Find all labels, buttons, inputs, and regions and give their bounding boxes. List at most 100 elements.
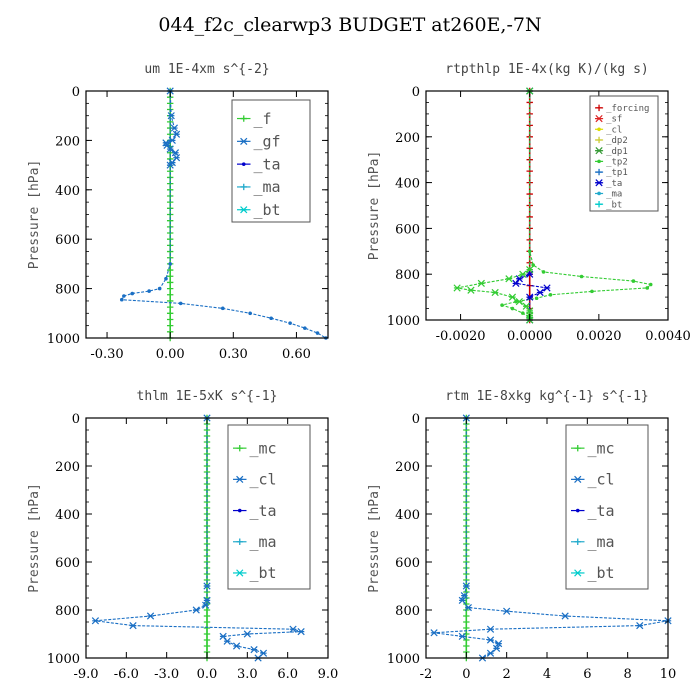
y-tick-label: 0 [412,412,420,427]
data-point [541,270,546,274]
data-point [515,298,523,306]
x-tick-label: 3.0 [237,667,258,682]
x-tick-label: -3.0 [154,667,179,682]
data-point [203,582,211,590]
legend-label: _ma [254,178,281,196]
panel-1: um 1E-4xm s^{-2} Pressure [hPa] 0 200 400 600… [27,62,329,362]
data-point [494,639,503,648]
data-point [166,322,174,329]
data-point [122,294,126,298]
data-point [595,104,603,112]
x-tick-label: -2 [420,667,433,682]
x-tick-label: 6.0 [277,667,298,682]
data-point [595,136,603,144]
legend-label: _ta [254,155,281,173]
data-point [236,475,244,483]
y-tick-label: 0 [72,412,80,427]
y-tick-label: 400 [55,508,80,523]
y-axis-label: Pressure [hPa] [367,483,382,593]
data-point [536,288,544,297]
data-point [574,444,581,452]
data-point [597,159,601,164]
data-point [157,286,162,291]
data-point [505,275,513,283]
series-line [500,91,652,320]
y-tick-label: 0 [412,85,420,100]
y-axis-label: Pressure [hPa] [27,160,42,270]
data-point [248,311,252,316]
data-point [463,636,470,644]
data-point [486,636,495,644]
legend-label: _mc [250,439,277,457]
data-point [241,162,246,166]
data-point [526,265,534,274]
x-tick-label: 4 [543,667,551,682]
legend-label: _sf [606,115,622,125]
data-point [167,112,175,120]
y-tick-label: 400 [395,508,420,523]
data-point [243,630,251,638]
legend-label: _cl [588,471,615,489]
y-tick-label: 600 [55,556,80,571]
series-cl [91,414,305,662]
y-tick-label: 400 [395,177,420,192]
data-point [220,306,225,311]
y-axis-label: Pressure [hPa] [367,151,382,261]
legend-label: _mc [588,439,615,457]
data-point [166,279,174,286]
data-point [491,288,499,297]
y-tick-label: 600 [55,233,80,248]
data-point [645,286,650,290]
panel-title: rtm 1E-8xkg kg^{-1} s^{-1} [445,389,649,404]
y-tick-label: 200 [55,460,80,475]
data-point [579,274,584,279]
legend: _mc _cl _ta _ma _bt [565,424,649,590]
data-point [574,569,582,577]
data-point [575,508,580,513]
data-point [147,289,151,293]
x-tick-label: -0.0020 [436,329,486,344]
data-point [590,289,594,294]
data-point [595,147,603,155]
data-point [297,627,305,636]
data-point [521,311,525,315]
legend-label: _ma [606,190,622,200]
x-tick-label: 8 [624,667,632,682]
legend: _f _gf _ta _ma _bt [231,99,311,223]
x-tick-label: 0.0000 [507,329,553,344]
legend-label: _dp1 [606,147,628,157]
x-tick-label: 0.0 [197,667,218,682]
data-point [240,115,247,122]
data-point [526,293,534,301]
data-point [543,284,551,292]
data-point [178,301,183,306]
data-point [548,293,553,297]
y-axis-label: Pressure [hPa] [27,483,42,593]
data-point [129,621,137,630]
y-tick-label: 1000 [47,652,80,667]
data-point [236,444,243,452]
data-point [503,607,511,615]
data-point [166,303,174,311]
y-tick-label: 600 [395,556,420,571]
data-point [240,183,247,191]
legend: _mc _cl _ta _ma _bt [227,424,311,590]
data-point [202,601,210,609]
series-line [120,91,327,339]
x-tick-label: 0 [462,667,470,682]
data-point [510,306,515,311]
data-point [462,582,470,590]
data-point [269,316,273,321]
data-point [467,286,475,294]
data-point [166,145,174,153]
data-point [512,279,520,287]
data-point [597,127,601,132]
data-point [91,617,100,625]
data-point [597,191,601,196]
data-point [458,632,466,641]
data-point [463,612,470,620]
legend-label: _f [254,110,272,128]
data-point [463,618,470,626]
legend-label: _gf [254,133,281,151]
